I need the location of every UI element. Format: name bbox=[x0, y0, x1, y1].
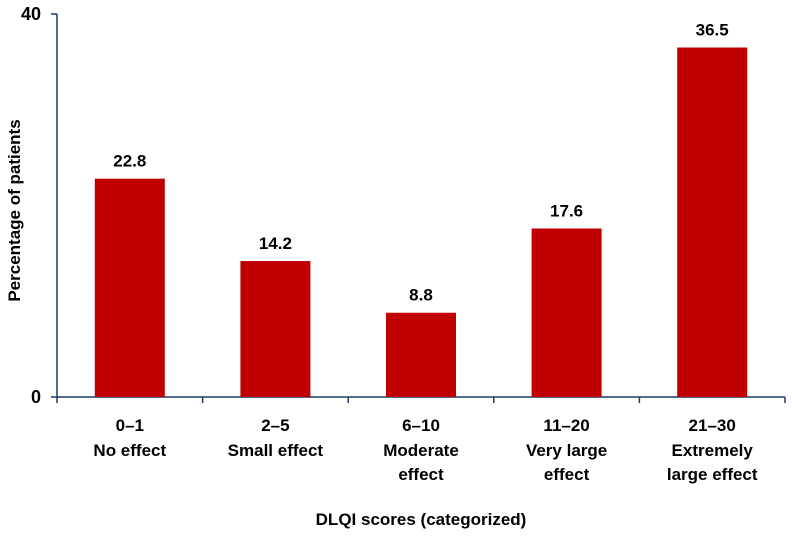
bar bbox=[386, 312, 456, 397]
category-desc-label: Small effect bbox=[228, 441, 324, 460]
y-tick-label: 0 bbox=[31, 387, 41, 407]
value-label: 22.8 bbox=[113, 152, 146, 171]
value-label: 17.6 bbox=[550, 201, 583, 220]
category-desc-label: Very large bbox=[526, 441, 607, 460]
category-desc-label: Extremely bbox=[672, 441, 754, 460]
category-range-label: 11–20 bbox=[543, 416, 589, 435]
value-labels: 22.8 14.2 8.8 17.6 36.5 bbox=[113, 21, 728, 305]
category-range-label: 6–10 bbox=[402, 416, 440, 435]
category-desc-label: Moderate bbox=[383, 441, 459, 460]
category-range-label: 0–1 bbox=[116, 416, 144, 435]
value-label: 8.8 bbox=[409, 286, 433, 305]
bar bbox=[677, 47, 748, 397]
category-desc-label: effect bbox=[398, 465, 444, 484]
value-label: 14.2 bbox=[259, 234, 292, 253]
bars bbox=[94, 47, 748, 397]
category-range-label: 2–5 bbox=[261, 416, 289, 435]
category-labels: 0–1 No effect 2–5 Small effect 6–10 Moderate e… bbox=[93, 416, 757, 484]
value-label: 36.5 bbox=[696, 21, 729, 40]
bar bbox=[531, 228, 602, 397]
x-axis bbox=[56, 396, 786, 403]
category-range-label: 21–30 bbox=[689, 416, 736, 435]
x-axis-title: DLQI scores (categorized) bbox=[316, 510, 527, 529]
category-desc-label: large effect bbox=[667, 465, 758, 484]
y-tick-label: 40 bbox=[21, 4, 41, 24]
category-desc-label: effect bbox=[544, 465, 590, 484]
y-axis: 0 40 bbox=[21, 4, 58, 407]
bar bbox=[94, 178, 165, 397]
y-axis-title: Percentage of patients bbox=[5, 119, 24, 301]
bar bbox=[240, 261, 311, 397]
category-desc-label: No effect bbox=[93, 441, 166, 460]
